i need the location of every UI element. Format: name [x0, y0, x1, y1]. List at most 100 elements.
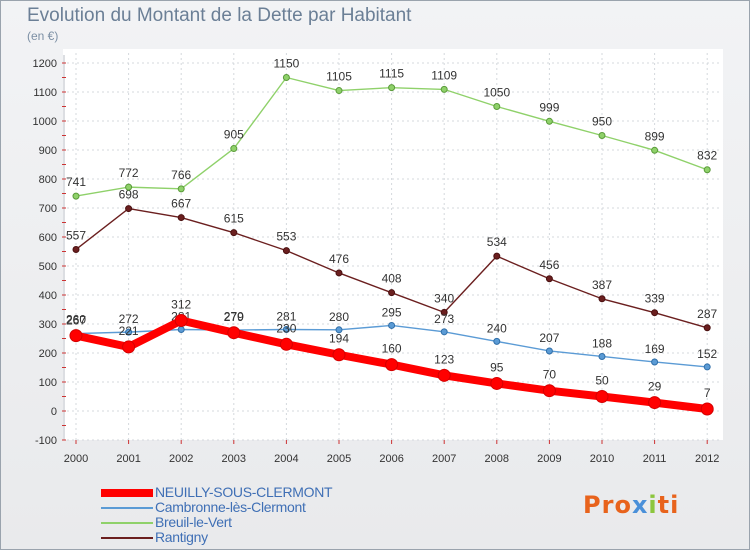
data-point-breuil-le-vert [282, 74, 290, 81]
data-point-breuil-le-vert [493, 103, 501, 110]
y-tick-label: -100 [35, 435, 57, 447]
data-label-rantigny: 557 [66, 228, 86, 242]
data-label-neuilly-sous-clermont: 160 [382, 342, 402, 356]
brand-letter: t [657, 491, 671, 519]
data-point-neuilly-sous-clermont [648, 396, 662, 410]
data-point-neuilly-sous-clermont [490, 376, 504, 390]
x-tick-label: 2004 [274, 453, 298, 465]
legend-swatch [101, 537, 153, 539]
data-point-neuilly-sous-clermont [385, 358, 399, 372]
data-point-cambronne-l-s-clermont [493, 337, 501, 345]
data-point-breuil-le-vert [388, 84, 396, 92]
data-label-neuilly-sous-clermont: 123 [434, 352, 454, 366]
data-point-rantigny [703, 324, 711, 332]
data-point-cambronne-l-s-clermont [335, 326, 343, 334]
x-tick-label: 2000 [64, 453, 88, 465]
data-point-neuilly-sous-clermont [332, 348, 346, 362]
data-point-breuil-le-vert [703, 166, 711, 174]
x-tick-label: 2006 [379, 453, 403, 465]
data-point-breuil-le-vert [177, 185, 185, 193]
data-label-cambronne-l-s-clermont: 272 [119, 312, 139, 326]
data-label-rantigny: 456 [539, 258, 559, 272]
data-point-rantigny [545, 275, 553, 283]
data-label-breuil-le-vert: 1109 [431, 68, 457, 82]
data-label-breuil-le-vert: 905 [224, 128, 244, 142]
legend-label: Breuil-le-Vert [155, 514, 232, 530]
data-label-rantigny: 408 [382, 272, 402, 286]
brand-letter: r [601, 491, 615, 519]
data-point-cambronne-l-s-clermont [388, 321, 396, 329]
data-point-breuil-le-vert [440, 85, 448, 93]
data-label-breuil-le-vert: 766 [171, 168, 191, 182]
data-label-cambronne-l-s-clermont: 267 [66, 314, 86, 328]
data-point-rantigny [440, 308, 448, 316]
x-tick-label: 2003 [222, 453, 246, 465]
plot-area [63, 49, 723, 440]
data-point-cambronne-l-s-clermont [177, 326, 185, 334]
data-label-neuilly-sous-clermont: 270 [224, 310, 244, 324]
y-tick-label: 300 [39, 319, 57, 331]
data-label-breuil-le-vert: 999 [539, 100, 559, 114]
data-label-neuilly-sous-clermont: 260 [66, 313, 86, 327]
chart-subtitle: (en €) [27, 29, 59, 43]
data-point-rantigny [230, 229, 238, 237]
data-label-neuilly-sous-clermont: 230 [276, 321, 296, 335]
x-tick-label: 2002 [169, 453, 193, 465]
data-point-breuil-le-vert [72, 192, 80, 200]
data-point-rantigny [282, 247, 290, 255]
data-label-rantigny: 615 [224, 212, 244, 226]
brand-letter: o [614, 491, 632, 519]
y-tick-label: 500 [39, 261, 57, 273]
data-point-cambronne-l-s-clermont [703, 363, 711, 371]
data-label-breuil-le-vert: 950 [592, 115, 612, 129]
y-tick-label: 1100 [33, 87, 57, 99]
y-tick-label: 1200 [33, 58, 57, 70]
data-point-cambronne-l-s-clermont [545, 347, 553, 355]
data-point-rantigny [177, 214, 185, 222]
x-tick-label: 2010 [590, 453, 614, 465]
y-tick-label: 200 [39, 348, 57, 360]
data-label-rantigny: 339 [645, 292, 665, 306]
y-tick-label: 700 [39, 203, 57, 215]
data-label-cambronne-l-s-clermont: 240 [487, 321, 507, 335]
data-label-cambronne-l-s-clermont: 169 [645, 342, 665, 356]
data-point-rantigny [72, 245, 80, 253]
data-point-rantigny [598, 295, 606, 303]
data-label-rantigny: 287 [697, 307, 717, 321]
legend-swatch [101, 507, 153, 509]
data-point-neuilly-sous-clermont [227, 326, 241, 340]
data-label-neuilly-sous-clermont: 29 [648, 380, 662, 394]
data-label-neuilly-sous-clermont: 312 [171, 298, 191, 312]
data-label-neuilly-sous-clermont: 50 [595, 374, 609, 388]
data-label-neuilly-sous-clermont: 221 [119, 324, 139, 338]
y-tick-label: 900 [39, 145, 57, 157]
data-point-neuilly-sous-clermont [595, 390, 609, 403]
data-label-breuil-le-vert: 899 [645, 129, 665, 143]
data-label-breuil-le-vert: 1105 [326, 70, 352, 84]
chart-title: Evolution du Montant de la Dette par Hab… [27, 5, 412, 26]
legend-label: Cambronne-lès-Clermont [155, 499, 306, 515]
data-label-cambronne-l-s-clermont: 188 [592, 336, 612, 350]
data-point-rantigny [651, 309, 659, 317]
data-label-cambronne-l-s-clermont: 207 [539, 331, 559, 345]
x-tick-label: 2009 [537, 453, 561, 465]
data-label-rantigny: 553 [276, 230, 296, 244]
data-label-cambronne-l-s-clermont: 295 [382, 305, 402, 319]
legend-label: Rantigny [155, 529, 208, 545]
data-label-rantigny: 667 [171, 197, 191, 211]
x-tick-label: 2005 [327, 453, 351, 465]
data-label-rantigny: 476 [329, 252, 349, 266]
data-label-breuil-le-vert: 832 [697, 149, 717, 163]
data-label-rantigny: 340 [434, 291, 454, 305]
y-tick-label: 600 [39, 232, 57, 244]
y-tick-label: 0 [51, 406, 57, 418]
x-tick-label: 2001 [116, 453, 140, 465]
data-point-rantigny [493, 252, 501, 260]
data-point-breuil-le-vert [125, 183, 133, 191]
data-label-cambronne-l-s-clermont: 281 [276, 310, 296, 324]
legend-swatch [101, 489, 153, 497]
data-label-rantigny: 698 [119, 188, 139, 202]
brand-letter: i [670, 491, 680, 519]
